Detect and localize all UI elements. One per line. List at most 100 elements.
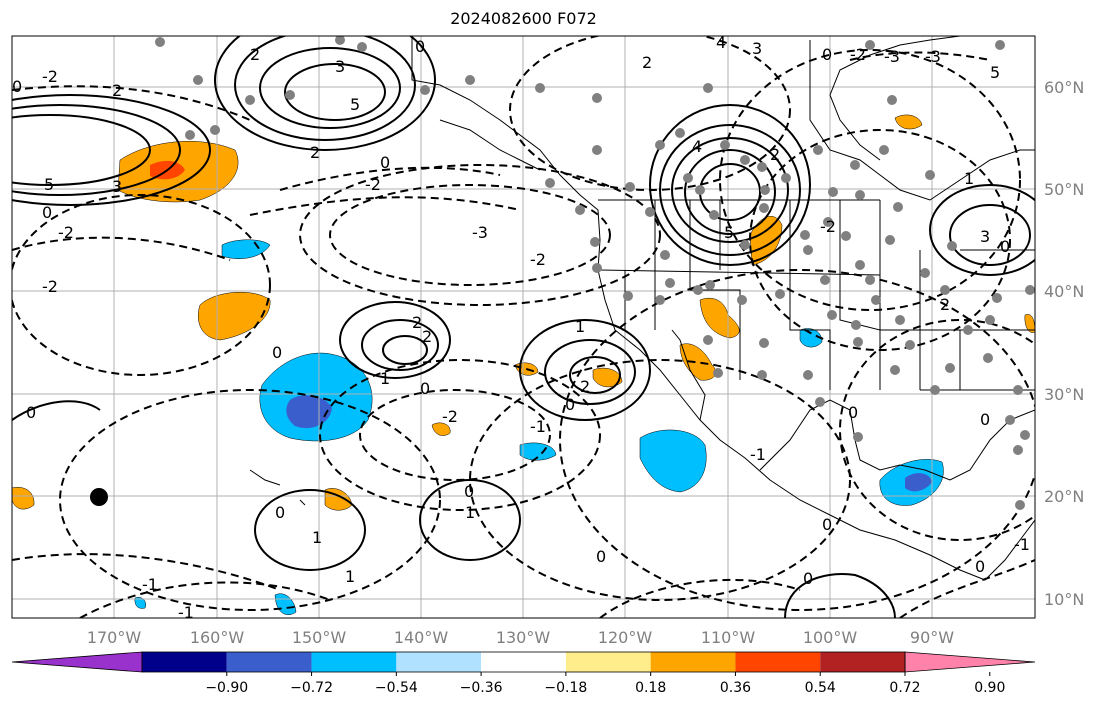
svg-text:0: 0 [565,395,575,414]
fill-negative-strong [905,473,932,492]
colorbar: −0.90 −0.72 −0.54 −0.36 −0.18 0.18 0.36 0.54 0.7… [11,651,1036,696]
lon-label: 110°W [701,628,756,647]
svg-text:-1: -1 [142,575,158,594]
svg-text:-2: -2 [42,277,58,296]
lon-label: 170°W [87,628,142,647]
fill-positive [699,297,740,339]
svg-text:2: 2 [422,327,432,346]
colorbar-segment [142,652,227,672]
svg-text:0: 0 [822,45,832,64]
svg-text:1: 1 [575,317,585,336]
svg-text:5: 5 [990,63,1000,82]
svg-text:0: 0 [464,482,474,501]
svg-text:-2: -2 [365,175,381,194]
fill-positive [431,422,451,436]
colorbar-segment [226,652,312,672]
svg-text:2: 2 [642,53,652,72]
svg-text:2: 2 [770,145,780,164]
colorbar-tick-label: −0.72 [290,680,333,696]
svg-text:0: 0 [12,77,22,96]
lon-label: 100°W [803,628,858,647]
svg-text:-3: -3 [884,47,900,66]
svg-text:-1: -1 [530,417,546,436]
svg-text:0: 0 [596,547,606,566]
fill-negative [221,239,271,259]
svg-text:-1: -1 [750,445,766,464]
fill-negative-strong [286,395,332,429]
contour-labels: 2 3 5 2 0 -2 3 5 0 -2 -2 -2 -3 -2 2 2 1 … [12,33,1030,622]
svg-text:-2: -2 [42,67,58,86]
svg-text:4: 4 [716,33,726,52]
svg-text:-2: -2 [442,407,458,426]
fill-negative [519,442,557,461]
svg-text:0: 0 [803,569,813,588]
station-dots [155,36,1035,510]
contours-positive [12,36,1035,618]
colorbar-segment [396,652,482,672]
svg-text:4: 4 [692,137,702,156]
svg-text:5: 5 [350,95,360,114]
lon-label: 140°W [394,628,449,647]
svg-text:2: 2 [250,45,260,64]
svg-text:1: 1 [964,169,974,188]
lon-label: 150°W [292,628,347,647]
svg-text:-2: -2 [530,250,546,269]
map-frame [11,35,1036,619]
lat-label: 50°N [1044,180,1084,199]
svg-text:-2: -2 [820,217,836,236]
svg-text:1: 1 [380,369,390,388]
colorbar-segment [311,652,397,672]
svg-text:2: 2 [580,377,590,396]
svg-text:3: 3 [112,177,122,196]
svg-text:3: 3 [335,57,345,76]
fill-negative [639,429,707,493]
map-title: 2024082600 F072 [450,9,597,28]
svg-text:0: 0 [420,379,430,398]
colorbar-segment [481,652,566,672]
fill-positive [1024,314,1035,333]
svg-text:0: 0 [26,403,36,422]
longitude-axis: 170°W 160°W 150°W 140°W 130°W 120°W 110°… [87,628,954,647]
svg-text:2: 2 [412,313,422,332]
lat-label: 60°N [1044,78,1084,97]
contours-negative [12,36,1035,618]
coastlines [249,36,1035,581]
svg-text:-1: -1 [178,603,194,622]
svg-text:0: 0 [1000,237,1010,256]
svg-text:3: 3 [980,227,990,246]
colorbar-segment [565,652,651,672]
fill-negative [799,328,823,348]
colorbar-tick-label: −0.90 [205,680,248,696]
svg-text:1: 1 [465,503,475,522]
svg-text:5: 5 [44,175,54,194]
svg-text:5: 5 [724,223,734,242]
fill-positive [894,114,923,130]
svg-text:0: 0 [275,503,285,522]
svg-text:-1: -1 [1014,535,1030,554]
fill-positive [12,487,35,510]
lon-label: 130°W [496,628,551,647]
fill-negative [134,597,146,609]
lat-label: 40°N [1044,282,1084,301]
svg-text:0: 0 [415,37,425,56]
svg-text:0: 0 [272,343,282,362]
svg-text:0: 0 [848,403,858,422]
colorbar-extend-low [11,651,143,673]
lon-label: 90°W [910,628,954,647]
colorbar-tick-label: 0.18 [635,680,666,696]
colorbar-tick-label: −0.18 [544,680,587,696]
colorbar-tick-label: 0.90 [974,680,1005,696]
svg-text:-3: -3 [472,223,488,242]
fill-positive [749,216,783,266]
colorbar-tick-label: 0.54 [805,680,836,696]
colorbar-segment [820,652,905,672]
svg-text:-2: -2 [58,223,74,242]
lat-label: 20°N [1044,487,1084,506]
svg-text:-3: -3 [925,47,941,66]
colorbar-tick-label: −0.54 [375,680,418,696]
colorbar-segment [735,652,821,672]
svg-text:3: 3 [752,39,762,58]
svg-text:2: 2 [940,295,950,314]
fill-positive [592,367,623,388]
